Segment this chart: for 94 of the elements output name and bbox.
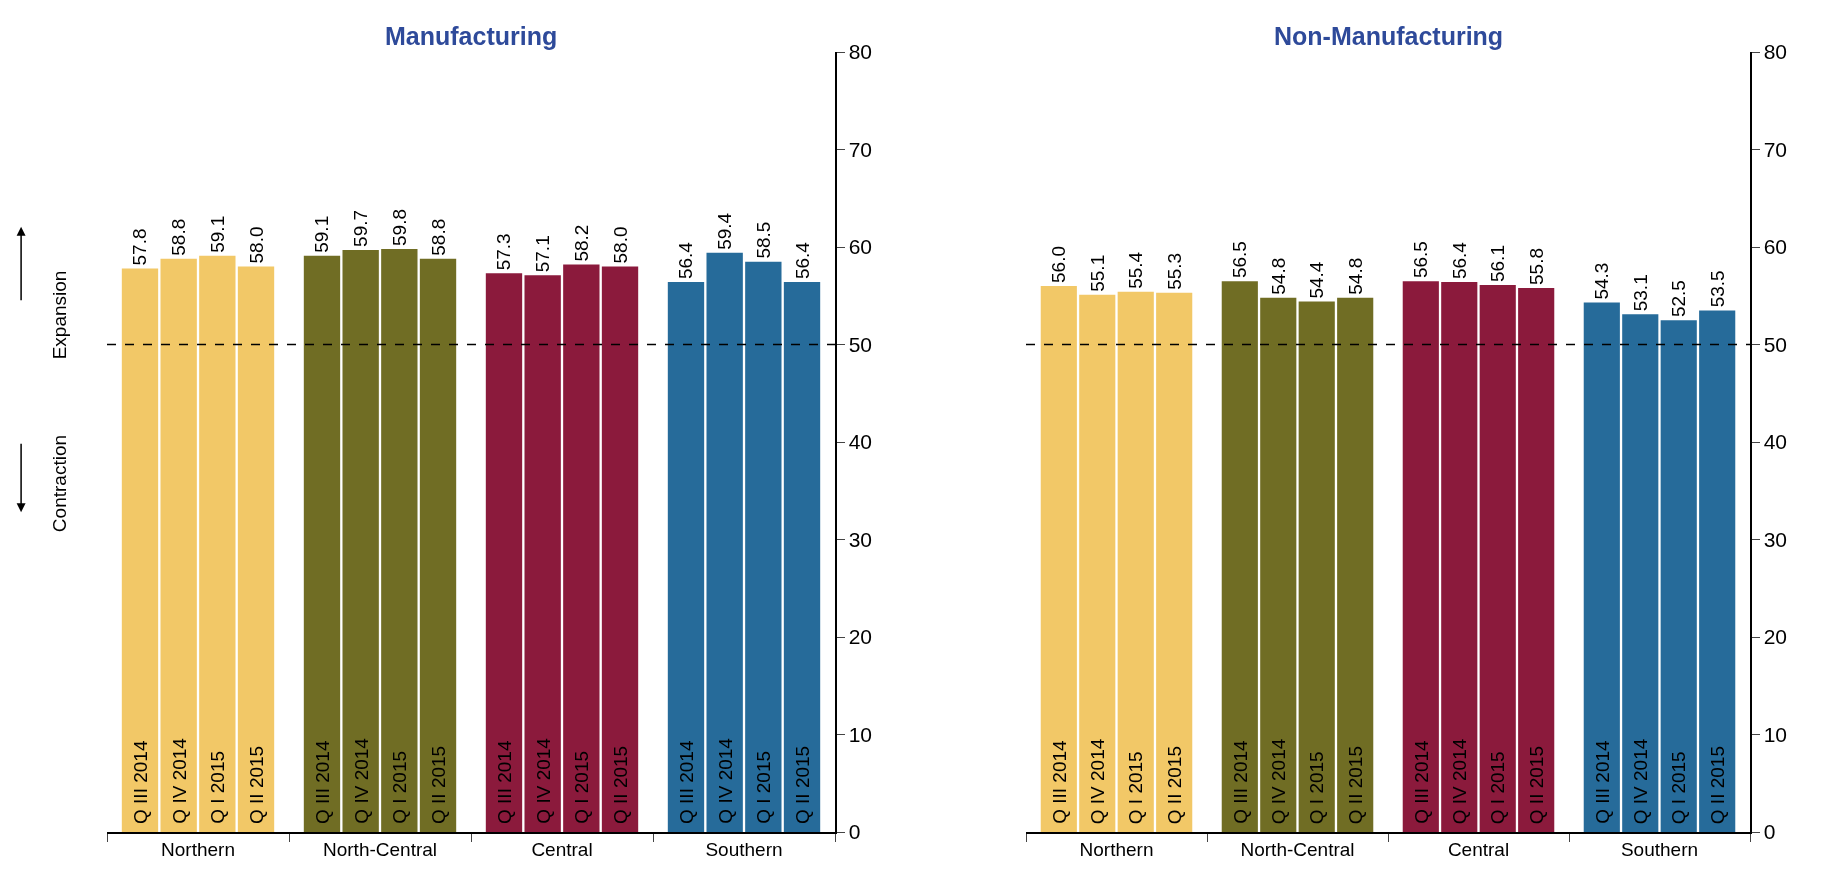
text: Q IV 2014 (714, 738, 736, 824)
y-tick-label: 60 (848, 235, 873, 259)
y-tick-label: 50 (848, 332, 873, 356)
data-label: 53.5 (1706, 270, 1728, 308)
y-tick-label: 80 (848, 40, 873, 64)
data-label: 54.8 (1267, 257, 1289, 295)
x-tick-label: Northern (161, 839, 235, 861)
data-label: 58.0 (609, 226, 631, 264)
text: Q I 2015 (1306, 751, 1328, 825)
y-tick-label: 0 (1763, 820, 1776, 844)
data-label: 58.8 (427, 218, 449, 256)
text: Q I 2015 (752, 750, 774, 824)
data-label: 55.1 (1086, 254, 1108, 292)
data-label: 58.0 (245, 226, 267, 264)
data-label: 56.5 (1229, 241, 1251, 279)
chart-title: Manufacturing (385, 22, 558, 50)
y-tick-label: 70 (1763, 137, 1788, 161)
data-label: 55.4 (1125, 251, 1147, 289)
x-tick-label: Central (531, 839, 593, 861)
y-tick-label: 10 (848, 722, 873, 746)
data-label: 59.1 (311, 215, 333, 253)
x-tick-label: Central (1447, 839, 1510, 861)
series-label: Q I 2015 (570, 750, 592, 824)
data-label: 54.8 (1344, 257, 1366, 295)
data-label: 57.3 (493, 233, 515, 271)
text: Expansion (49, 270, 71, 360)
text: Q II 2015 (610, 745, 632, 825)
text: Q I 2015 (388, 750, 410, 824)
y-tick-label: 60 (1763, 235, 1788, 259)
x-tick-label: Southern (705, 839, 783, 861)
data-label: 54.3 (1591, 262, 1613, 300)
text: Q II 2015 (792, 745, 814, 825)
data-label: 53.1 (1629, 274, 1651, 312)
series-label: Q III 2014 (493, 740, 515, 824)
data-label: 55.8 (1525, 247, 1547, 285)
text: Q III 2014 (1410, 740, 1432, 824)
text: Q IV 2014 (1449, 738, 1471, 825)
data-label: 57.1 (532, 235, 554, 273)
text: Q III 2014 (311, 740, 333, 824)
text: Q I 2015 (206, 750, 228, 824)
y-tick-label: 20 (1763, 625, 1788, 649)
series-label: Q IV 2014 (1087, 738, 1109, 825)
data-label: 58.2 (570, 224, 592, 262)
y-tick-label: 10 (1763, 722, 1788, 746)
x-tick-label: Southern (1620, 839, 1699, 861)
y-tick-label: 30 (1763, 527, 1788, 551)
data-label: 56.1 (1487, 245, 1509, 283)
data-label: 59.1 (206, 215, 228, 253)
x-tick-label: North-Central (1240, 839, 1355, 861)
text: Q I 2015 (1668, 751, 1690, 825)
data-label: 59.4 (714, 212, 736, 250)
text: Q III 2014 (1591, 740, 1613, 824)
data-label: 59.8 (388, 208, 410, 246)
series-label: Q I 2015 (1125, 751, 1147, 825)
y-tick-label: 30 (848, 527, 873, 551)
data-label: 56.4 (791, 241, 813, 280)
series-label: Q III 2014 (1048, 739, 1070, 824)
data-label: 58.8 (168, 218, 190, 256)
y-tick-label: 20 (848, 625, 873, 649)
series-label: Q IV 2014 (350, 737, 372, 824)
data-label: 56.0 (1048, 246, 1070, 283)
y-tick-label: 0 (848, 820, 861, 844)
text: Q II 2015 (1707, 746, 1729, 825)
text: Q III 2014 (129, 740, 151, 824)
text: Contraction (49, 434, 71, 533)
data-label: 56.5 (1410, 241, 1432, 279)
text: Q II 2015 (1526, 746, 1548, 825)
y-tick-label: 40 (848, 430, 873, 454)
data-label: 54.4 (1306, 261, 1328, 299)
text: Q IV 2014 (1268, 738, 1290, 825)
x-tick-label: North-Central (322, 839, 438, 861)
data-label: 52.5 (1668, 280, 1690, 318)
data-label: 56.4 (1448, 241, 1470, 280)
data-label: 58.5 (752, 221, 774, 259)
text: Q IV 2014 (168, 738, 190, 824)
text: Q III 2014 (675, 740, 697, 824)
text: Q II 2015 (428, 745, 450, 825)
y-tick-label: 50 (1763, 332, 1788, 356)
x-tick-label: Northern (1079, 839, 1154, 861)
series-label: Q II 2015 (246, 745, 268, 825)
y-tick-label: 70 (848, 137, 873, 161)
data-label: 57.8 (129, 228, 151, 266)
chart-title: Non-Manufacturing (1274, 22, 1504, 50)
y-tick-label: 40 (1763, 430, 1788, 454)
text: Q III 2014 (1229, 740, 1251, 824)
data-label: 55.3 (1163, 252, 1185, 290)
text: Q II 2015 (1345, 746, 1367, 825)
text: Q I 2015 (1487, 751, 1509, 825)
series-label: Q II 2015 (1164, 746, 1186, 825)
y-tick-label: 80 (1763, 40, 1788, 64)
data-label: 59.7 (350, 209, 372, 247)
data-label: 56.4 (675, 241, 697, 280)
text: Q IV 2014 (1630, 738, 1652, 825)
text: Q IV 2014 (532, 738, 554, 824)
